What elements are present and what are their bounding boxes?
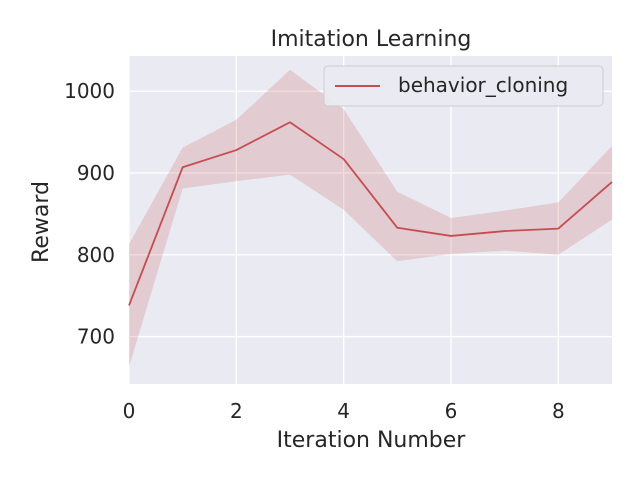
y-axis-label: Reward (29, 181, 54, 263)
x-axis-label: Iteration Number (277, 428, 467, 453)
x-tick-label: 2 (230, 399, 243, 423)
legend-box (323, 65, 604, 107)
y-tick-label: 800 (77, 243, 115, 267)
plot-area (129, 56, 612, 384)
y-tick-labels: 700 800 900 1000 (64, 79, 115, 348)
x-tick-label: 8 (552, 399, 565, 423)
legend-label-behavior-cloning: behavior_cloning (398, 73, 568, 97)
x-tick-label: 6 (445, 399, 458, 423)
y-tick-label: 1000 (64, 79, 115, 103)
line-layer (128, 121, 613, 306)
x-tick-label: 0 (123, 399, 136, 423)
x-tick-labels: 0 2 4 6 8 (123, 399, 565, 423)
confidence-band (129, 69, 612, 367)
y-tick-label: 900 (77, 161, 115, 185)
band-layer (129, 69, 612, 367)
x-tick-label: 4 (337, 399, 350, 423)
y-tick-label: 700 (77, 325, 115, 349)
legend: behavior_cloning (323, 65, 604, 107)
grid (128, 56, 612, 384)
series-line (128, 121, 613, 306)
chart-title: Imitation Learning (271, 27, 472, 52)
